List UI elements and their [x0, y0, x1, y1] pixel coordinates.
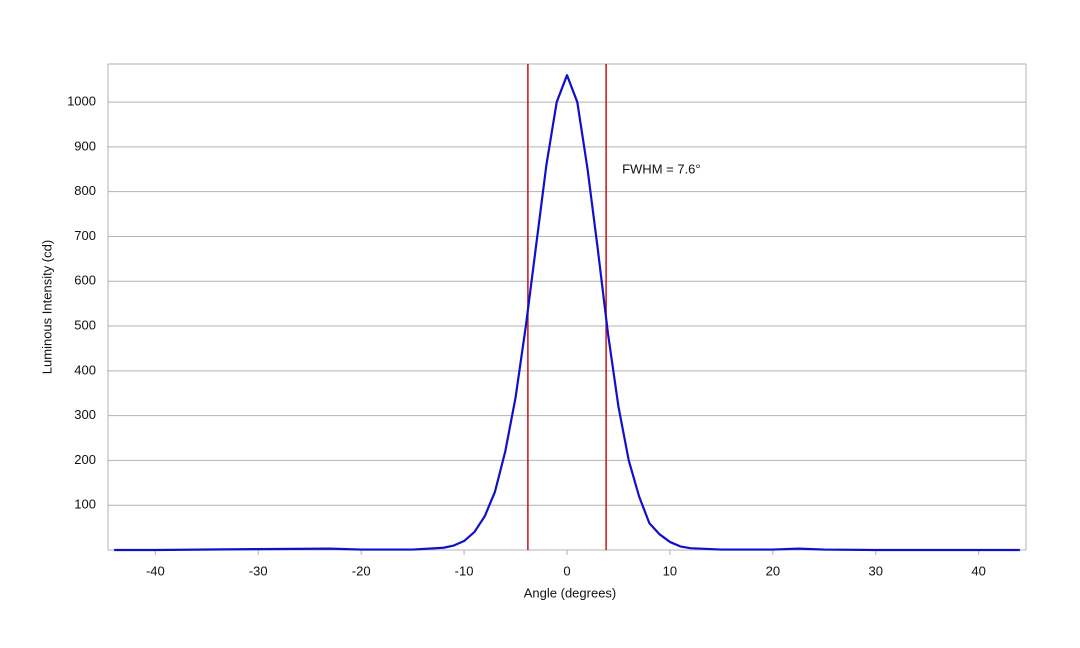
x-tick-label: 10 — [663, 563, 677, 578]
y-tick-label: 200 — [74, 452, 96, 467]
y-tick-label: 300 — [74, 407, 96, 422]
x-tick-label: 20 — [766, 563, 780, 578]
y-tick-label: 800 — [74, 183, 96, 198]
y-tick-label: 100 — [74, 497, 96, 512]
x-tick-label: -20 — [352, 563, 371, 578]
x-axis-label: Angle (degrees) — [524, 585, 617, 600]
data-line — [114, 74, 1020, 552]
x-tick-label: 40 — [971, 563, 985, 578]
y-tick-label: 900 — [74, 138, 96, 153]
plot-area — [107, 63, 1027, 551]
x-tick-label: 0 — [563, 563, 570, 578]
y-tick-label: 700 — [74, 228, 96, 243]
x-tick-label: 30 — [869, 563, 883, 578]
y-tick-label: 500 — [74, 317, 96, 332]
x-tick-label: -30 — [249, 563, 268, 578]
x-tick-label: -40 — [146, 563, 165, 578]
y-axis-label: Luminous Intensity (cd) — [39, 240, 54, 374]
y-tick-label: 400 — [74, 362, 96, 377]
y-tick-label: 1000 — [67, 94, 96, 109]
y-tick-label: 600 — [74, 273, 96, 288]
x-tick-label: -10 — [455, 563, 474, 578]
annotation: FWHM = 7.6° — [622, 161, 701, 176]
